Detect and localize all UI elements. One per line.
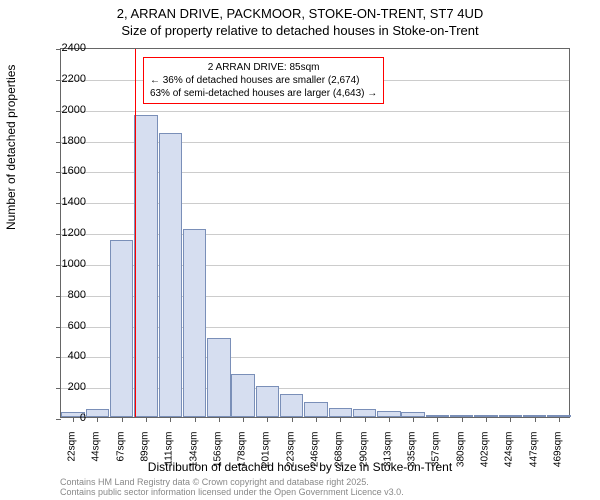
ytick-label: 400 (50, 350, 86, 362)
xtick-mark (535, 417, 536, 422)
xtick-label: 424sqm (504, 432, 515, 482)
y-axis-label: Number of detached properties (4, 65, 18, 230)
histogram-bar (329, 408, 352, 417)
xtick-mark (316, 417, 317, 422)
histogram-bar (280, 394, 303, 417)
xtick-label: 246sqm (310, 432, 321, 482)
histogram-bar (134, 115, 157, 417)
histogram-bar (256, 386, 279, 417)
xtick-mark (195, 417, 196, 422)
footer-line-2: Contains public sector information licen… (60, 488, 404, 498)
xtick-mark (97, 417, 98, 422)
xtick-label: 469sqm (552, 432, 563, 482)
xtick-label: 111sqm (164, 432, 175, 482)
xtick-label: 134sqm (188, 432, 199, 482)
ytick-label: 2000 (50, 104, 86, 116)
chart-container: 2, ARRAN DRIVE, PACKMOOR, STOKE-ON-TRENT… (0, 0, 600, 500)
xtick-label: 201sqm (261, 432, 272, 482)
gridline (61, 111, 569, 112)
xtick-mark (146, 417, 147, 422)
xtick-label: 67sqm (115, 432, 126, 482)
xtick-mark (510, 417, 511, 422)
xtick-label: 335sqm (407, 432, 418, 482)
histogram-bar (86, 409, 109, 417)
annotation-box: 2 ARRAN DRIVE: 85sqm← 36% of detached ho… (143, 57, 384, 104)
xtick-mark (365, 417, 366, 422)
subject-marker-line (135, 49, 136, 417)
xtick-label: 268sqm (334, 432, 345, 482)
histogram-bar (110, 240, 133, 417)
xtick-label: 313sqm (382, 432, 393, 482)
xtick-mark (219, 417, 220, 422)
ytick-label: 1800 (50, 135, 86, 147)
ytick-label: 2400 (50, 42, 86, 54)
xtick-mark (389, 417, 390, 422)
ytick-label: 600 (50, 320, 86, 332)
annotation-line-2: 63% of semi-detached houses are larger (… (150, 87, 377, 100)
title-line-1: 2, ARRAN DRIVE, PACKMOOR, STOKE-ON-TRENT… (0, 6, 600, 23)
ytick-label: 1000 (50, 258, 86, 270)
xtick-mark (243, 417, 244, 422)
footer-attribution: Contains HM Land Registry data © Crown c… (60, 478, 404, 498)
xtick-mark (559, 417, 560, 422)
xtick-label: 178sqm (237, 432, 248, 482)
ytick-label: 1400 (50, 196, 86, 208)
ytick-label: 0 (50, 412, 86, 424)
title-line-2: Size of property relative to detached ho… (0, 23, 600, 40)
xtick-label: 156sqm (212, 432, 223, 482)
xtick-label: 22sqm (67, 432, 78, 482)
xtick-mark (267, 417, 268, 422)
xtick-label: 402sqm (480, 432, 491, 482)
histogram-bar (353, 409, 376, 417)
xtick-mark (437, 417, 438, 422)
chart-title: 2, ARRAN DRIVE, PACKMOOR, STOKE-ON-TRENT… (0, 0, 600, 40)
ytick-label: 2200 (50, 73, 86, 85)
xtick-mark (122, 417, 123, 422)
xtick-mark (340, 417, 341, 422)
xtick-label: 380sqm (455, 432, 466, 482)
annotation-line-1: ← 36% of detached houses are smaller (2,… (150, 74, 377, 87)
histogram-bar (183, 229, 206, 417)
histogram-bar (304, 402, 327, 417)
histogram-bar (207, 338, 230, 417)
xtick-label: 447sqm (528, 432, 539, 482)
ytick-label: 1600 (50, 165, 86, 177)
histogram-bar (159, 133, 182, 417)
histogram-bar (231, 374, 254, 417)
annotation-title: 2 ARRAN DRIVE: 85sqm (150, 61, 377, 74)
xtick-label: 290sqm (358, 432, 369, 482)
xtick-mark (413, 417, 414, 422)
ytick-label: 800 (50, 289, 86, 301)
xtick-label: 223sqm (285, 432, 296, 482)
ytick-label: 200 (50, 381, 86, 393)
xtick-mark (170, 417, 171, 422)
xtick-label: 44sqm (91, 432, 102, 482)
plot-area: 2 ARRAN DRIVE: 85sqm← 36% of detached ho… (60, 48, 570, 418)
xtick-mark (292, 417, 293, 422)
ytick-label: 1200 (50, 227, 86, 239)
xtick-label: 89sqm (140, 432, 151, 482)
xtick-mark (486, 417, 487, 422)
xtick-label: 357sqm (431, 432, 442, 482)
xtick-mark (462, 417, 463, 422)
